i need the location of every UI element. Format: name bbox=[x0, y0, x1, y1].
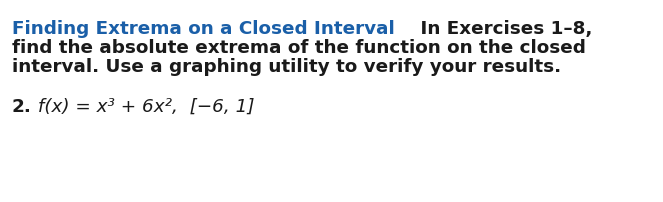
Text: In Exercises 1–8,: In Exercises 1–8, bbox=[394, 20, 592, 38]
Text: f(x) = x³ + 6x²,  [−6, 1]: f(x) = x³ + 6x², [−6, 1] bbox=[32, 98, 255, 116]
Text: Finding Extrema on a Closed Interval: Finding Extrema on a Closed Interval bbox=[12, 20, 394, 38]
Text: interval. Use a graphing utility to verify your results.: interval. Use a graphing utility to veri… bbox=[12, 58, 561, 76]
Text: 2.: 2. bbox=[12, 98, 32, 116]
Text: find the absolute extrema of the function on the closed: find the absolute extrema of the functio… bbox=[12, 39, 586, 57]
